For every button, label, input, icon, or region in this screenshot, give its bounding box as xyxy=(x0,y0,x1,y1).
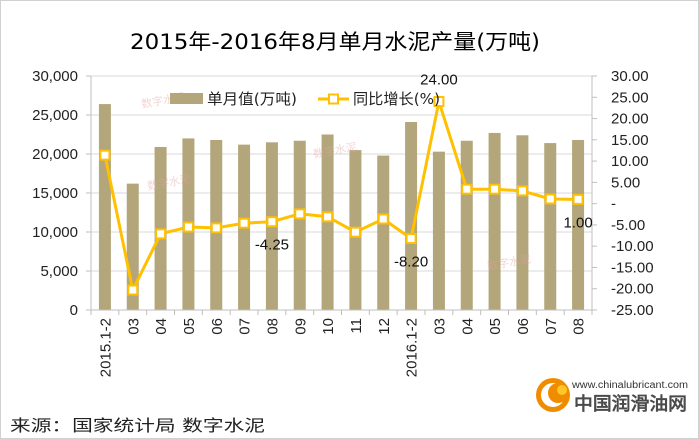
right-axis-tick-label: -5.00 xyxy=(611,217,645,234)
yoy-growth-data-label: -4.25 xyxy=(255,237,289,254)
yoy-growth-data-label: 24.00 xyxy=(420,72,458,89)
yoy-growth-point xyxy=(377,213,389,225)
yoy-growth-point xyxy=(433,96,445,108)
x-axis-category-label: 03 xyxy=(125,318,142,335)
x-axis-category-label: 06 xyxy=(515,318,532,335)
yoy-growth-point xyxy=(127,284,139,296)
right-axis-tick-label: 25.00 xyxy=(611,89,649,106)
yoy-growth-point xyxy=(405,233,417,245)
yoy-growth-data-label: 1.00 xyxy=(563,214,592,231)
monthly-output-bar xyxy=(516,135,529,310)
left-axis-tick-label: 25,000 xyxy=(32,107,78,124)
right-axis-tick-label: 5.00 xyxy=(611,174,640,191)
yoy-growth-point xyxy=(516,185,528,197)
yoy-growth-point xyxy=(210,222,222,234)
legend-label-yoy-growth: 同比增长(%) xyxy=(353,90,440,108)
yoy-growth-point xyxy=(322,211,334,223)
line-series-yoy-growth xyxy=(99,96,584,296)
logo-drop xyxy=(557,385,567,395)
monthly-output-bar xyxy=(460,140,473,310)
x-axis-category-label: 2015.1-2 xyxy=(97,318,114,377)
chart-title: 2015年-2016年8月单月水泥产量(万吨) xyxy=(130,30,540,54)
x-axis-category-label: 04 xyxy=(153,318,170,335)
legend-marker-swatch xyxy=(328,93,339,105)
data-labels: -4.25 -8.20 24.00 1.00 xyxy=(255,72,593,271)
right-axis-tick-label: -25.00 xyxy=(611,302,654,319)
x-axis-category-label: 12 xyxy=(376,318,393,335)
x-axis-category-label: 03 xyxy=(431,318,448,335)
site-logo: www.chinalubricant.com 中国润滑油网 xyxy=(536,378,688,415)
x-axis-category-label: 05 xyxy=(181,318,198,335)
axes: 05,00010,00015,00020,00025,00030,000-25.… xyxy=(32,68,653,319)
monthly-output-bar xyxy=(544,143,557,310)
logo-site-name: 中国润滑油网 xyxy=(574,393,687,415)
yoy-growth-point xyxy=(99,149,111,161)
x-axis-category-label: 11 xyxy=(348,318,365,334)
right-axis-tick-label: -10.00 xyxy=(611,238,654,255)
right-axis-tick-label: -20.00 xyxy=(611,281,654,298)
right-axis-tick-label: 20.00 xyxy=(611,111,649,128)
yoy-growth-data-label: -8.20 xyxy=(394,254,428,271)
x-axis-category-label: 08 xyxy=(264,318,281,335)
right-axis-tick-label: 10.00 xyxy=(611,153,649,170)
yoy-growth-point xyxy=(238,217,250,229)
left-axis-tick-label: 10,000 xyxy=(32,224,78,241)
left-axis-tick-label: 0 xyxy=(70,302,78,319)
left-axis-tick-label: 20,000 xyxy=(32,146,78,163)
legend-bar-swatch xyxy=(170,93,203,104)
right-axis-tick-label: 15.00 xyxy=(611,132,649,149)
left-axis-tick-label: 5,000 xyxy=(40,263,78,280)
yoy-growth-point xyxy=(349,226,361,238)
right-axis-tick-label: - xyxy=(611,196,616,213)
x-axis-category-label: 06 xyxy=(209,318,226,335)
yoy-growth-point xyxy=(544,193,556,205)
source-note: 来源：国家统计局 数字水泥 xyxy=(10,416,265,435)
x-axis-category-label: 07 xyxy=(543,318,560,335)
right-axis-tick-label: 30.00 xyxy=(611,68,649,85)
x-axis-category-label: 05 xyxy=(487,318,504,335)
yoy-growth-point xyxy=(294,208,306,220)
left-axis-tick-label: 30,000 xyxy=(32,68,78,85)
monthly-output-bar xyxy=(405,122,418,311)
monthly-output-bar xyxy=(488,132,501,310)
x-axis-category-label: 10 xyxy=(320,318,337,335)
left-axis-tick-label: 15,000 xyxy=(32,185,78,202)
orange-swirl-logo-icon xyxy=(536,378,570,412)
gridlines xyxy=(91,75,592,272)
yoy-growth-point xyxy=(489,183,501,195)
monthly-output-bar xyxy=(98,104,111,310)
logo-url-text: www.chinalubricant.com xyxy=(571,380,688,391)
monthly-output-bar xyxy=(377,155,390,310)
x-axis-categories: 2015.1-2 03 04 05 06 07 08 09 10 11 12 2016.1-2 03 04… xyxy=(97,318,587,377)
x-axis-category-label: 2016.1-2 xyxy=(404,318,421,377)
yoy-growth-point xyxy=(572,193,584,205)
yoy-growth-point xyxy=(266,216,278,228)
x-axis-category-label: 08 xyxy=(571,318,588,335)
yoy-growth-point xyxy=(155,228,167,240)
monthly-output-bar xyxy=(572,139,585,310)
x-axis-category-label: 09 xyxy=(292,318,309,335)
right-axis-tick-label: -15.00 xyxy=(611,259,654,276)
x-axis-category-label: 04 xyxy=(459,318,476,335)
x-axis-category-label: 07 xyxy=(237,318,254,335)
legend-label-monthly-output: 单月值(万吨) xyxy=(207,90,297,108)
monthly-output-bar xyxy=(432,151,445,310)
legend: 单月值(万吨) 同比增长(%) xyxy=(170,90,440,108)
yoy-growth-point xyxy=(461,183,473,195)
yoy-growth-point xyxy=(182,221,194,233)
monthly-output-bar xyxy=(293,140,306,310)
